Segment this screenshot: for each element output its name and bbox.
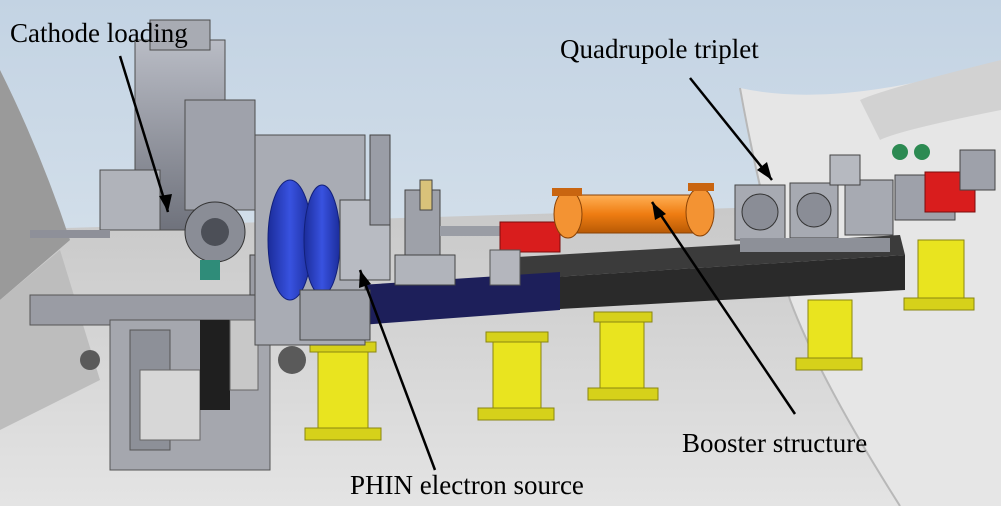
booster-structure-label: Booster structure bbox=[682, 428, 868, 458]
right-wall-arch bbox=[860, 60, 1001, 140]
booster-structure bbox=[552, 183, 715, 239]
quadrupole-triplet-label: Quadrupole triplet bbox=[560, 34, 759, 64]
cathode-loading-pointer bbox=[118, 55, 170, 213]
yellow-support-5 bbox=[903, 239, 975, 311]
phin-electron-source-label: PHIN electron source bbox=[350, 470, 584, 500]
quadrupole-triplet bbox=[734, 144, 996, 252]
cathode-loading-label: Cathode loading bbox=[10, 18, 188, 48]
beam-pipe-section bbox=[440, 221, 561, 286]
yellow-support-3 bbox=[587, 311, 659, 401]
booster-arrowhead bbox=[652, 202, 666, 220]
annotation-arrowheads bbox=[159, 162, 772, 288]
yellow-support-2 bbox=[477, 331, 555, 421]
phin-arrowhead bbox=[359, 270, 371, 288]
annotation-lines bbox=[118, 55, 797, 471]
cathode-arrowhead bbox=[159, 194, 172, 212]
yellow-support-4 bbox=[795, 299, 863, 371]
quadrupole-arrowhead bbox=[757, 162, 772, 180]
left-wall-shadow bbox=[0, 250, 100, 430]
phin-electron-source-pointer bbox=[358, 269, 437, 471]
phin-electron-source bbox=[254, 134, 456, 346]
left-tunnel-wall bbox=[0, 70, 70, 300]
quadrupole-triplet-pointer bbox=[689, 77, 773, 181]
booster-structure-pointer bbox=[650, 201, 797, 415]
